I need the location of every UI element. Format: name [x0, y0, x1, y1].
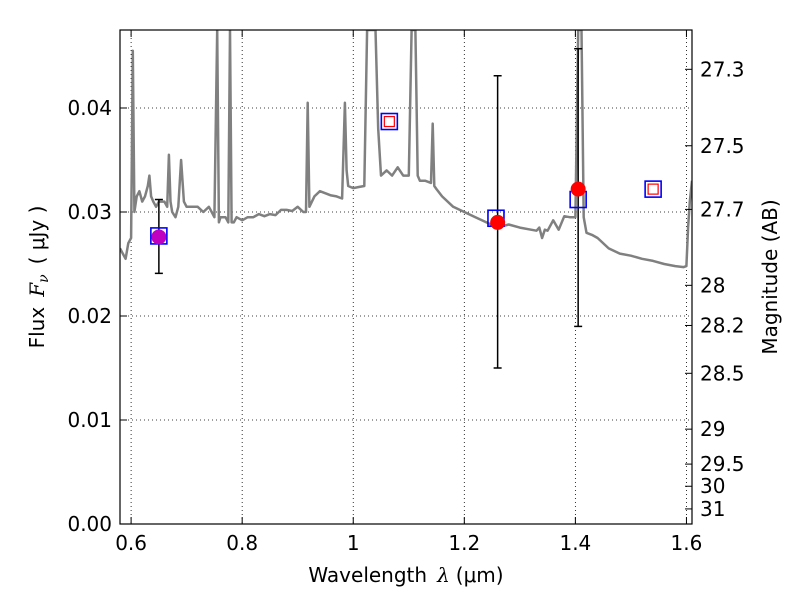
model-spectrum-line — [120, 30, 692, 269]
observed-point — [570, 181, 586, 197]
plot-area — [120, 30, 692, 524]
magnitude-tick-label: 28 — [700, 273, 725, 297]
magnitude-tick-label: 27.5 — [700, 134, 745, 158]
predicted-square — [644, 180, 662, 198]
x-tick-label: 1.4 — [559, 531, 591, 555]
x-tick-label: 1 — [347, 531, 360, 555]
y-tick-label: 0.01 — [67, 408, 112, 432]
y-tick-label: 0.02 — [67, 304, 112, 328]
observed-point — [151, 229, 167, 245]
y-tick-label: 0.03 — [67, 200, 112, 224]
magnitude-tick-label: 28.5 — [700, 361, 745, 385]
right-axis-label: Magnitude (AB) — [758, 199, 782, 354]
magnitude-tick-label: 27.7 — [700, 197, 745, 221]
inner-square — [647, 183, 659, 195]
x-tick-label: 0.6 — [115, 531, 147, 555]
axis-ticks: 0.6 0.8 1 1.2 1.4 1.6 0.00 0.01 0.02 0.03 0.04 27.3… — [67, 30, 745, 555]
magnitude-tick-label: 31 — [700, 497, 725, 521]
x-axis-label: Wavelength λ (μm) — [308, 563, 503, 587]
inner-square — [383, 115, 395, 128]
magnitude-tick-label: 28.2 — [700, 313, 745, 337]
y-axis-label: FluxFν( μJy ) — [25, 206, 52, 349]
magnitude-tick-label: 29.5 — [700, 452, 745, 476]
data-markers — [150, 112, 662, 245]
magnitude-tick-label: 30 — [700, 474, 725, 498]
x-tick-label: 1.2 — [448, 531, 480, 555]
magnitude-tick-label: 29 — [700, 417, 725, 441]
plot-frame — [119, 29, 693, 525]
magnitude-tick-label: 27.3 — [700, 57, 745, 81]
y-tick-label: 0.04 — [67, 96, 112, 120]
grid — [120, 30, 692, 524]
model-spectrum — [120, 30, 692, 269]
predicted-square — [380, 112, 399, 131]
x-tick-label: 0.8 — [226, 531, 258, 555]
x-tick-label: 1.6 — [671, 531, 703, 555]
observed-point — [490, 214, 506, 230]
y-tick-label: 0.00 — [67, 512, 112, 536]
